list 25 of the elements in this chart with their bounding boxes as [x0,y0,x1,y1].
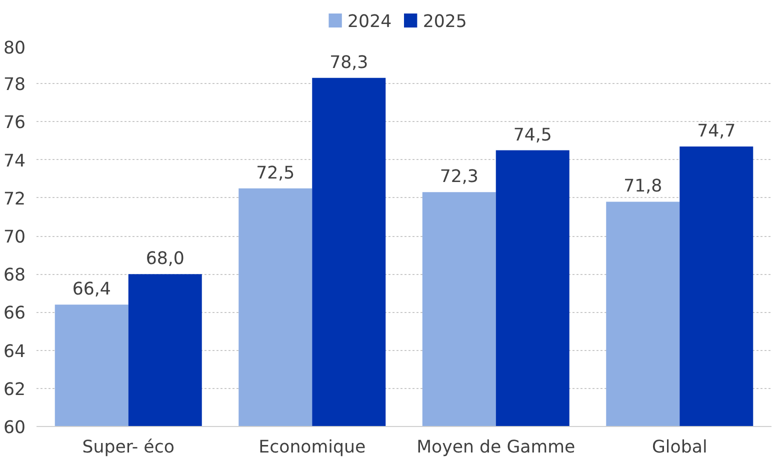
x-tick-label: Economique [258,438,366,458]
data-label: 72,5 [256,163,295,184]
y-tick-label: 64 [3,342,26,362]
legend-label: 2025 [422,12,467,32]
y-tick-label: 68 [3,266,26,286]
y-tick-label: 60 [3,418,26,438]
y-tick-label: 78 [3,75,26,96]
y-tick-label: 62 [3,380,26,400]
data-label: 72,3 [440,167,478,188]
y-tick-label: 76 [3,113,26,134]
x-tick-label: Super- éco [82,438,174,458]
data-label: 78,3 [330,52,368,73]
data-label: 68,0 [146,249,184,270]
data-label: 74,5 [513,125,552,146]
y-tick-label: 70 [3,228,26,248]
y-tick-label: 66 [3,304,26,324]
x-tick-label: Moyen de Gamme [416,438,576,458]
y-tick-label: 80 [3,38,26,58]
y-tick-label: 74 [3,151,26,172]
data-label: 74,7 [697,121,736,142]
x-tick-label: Global [652,438,708,458]
legend-label: 2024 [348,12,392,32]
data-label: 66,4 [72,280,111,300]
data-label: 71,8 [624,176,662,197]
y-tick-label: 72 [3,189,26,210]
